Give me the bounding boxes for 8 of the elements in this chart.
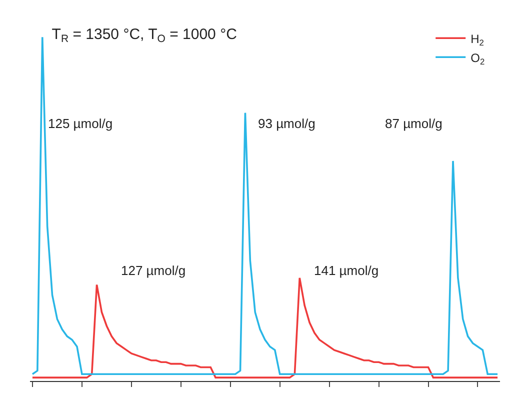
annotation: 87 µmol/g bbox=[385, 116, 442, 131]
annotation: 127 µmol/g bbox=[121, 263, 186, 278]
legend-label: H$_{2}$ bbox=[470, 32, 484, 48]
annotation: 141 µmol/g bbox=[314, 263, 379, 278]
legend-label: O$_{2}$ bbox=[470, 50, 485, 66]
annotation: 125 µmol/g bbox=[48, 116, 113, 131]
chart-title: T$_{R}$ = 1350 °C, T$_{O}$ = 1000 °C bbox=[52, 26, 238, 46]
annotation: 93 µmol/g bbox=[258, 116, 316, 131]
